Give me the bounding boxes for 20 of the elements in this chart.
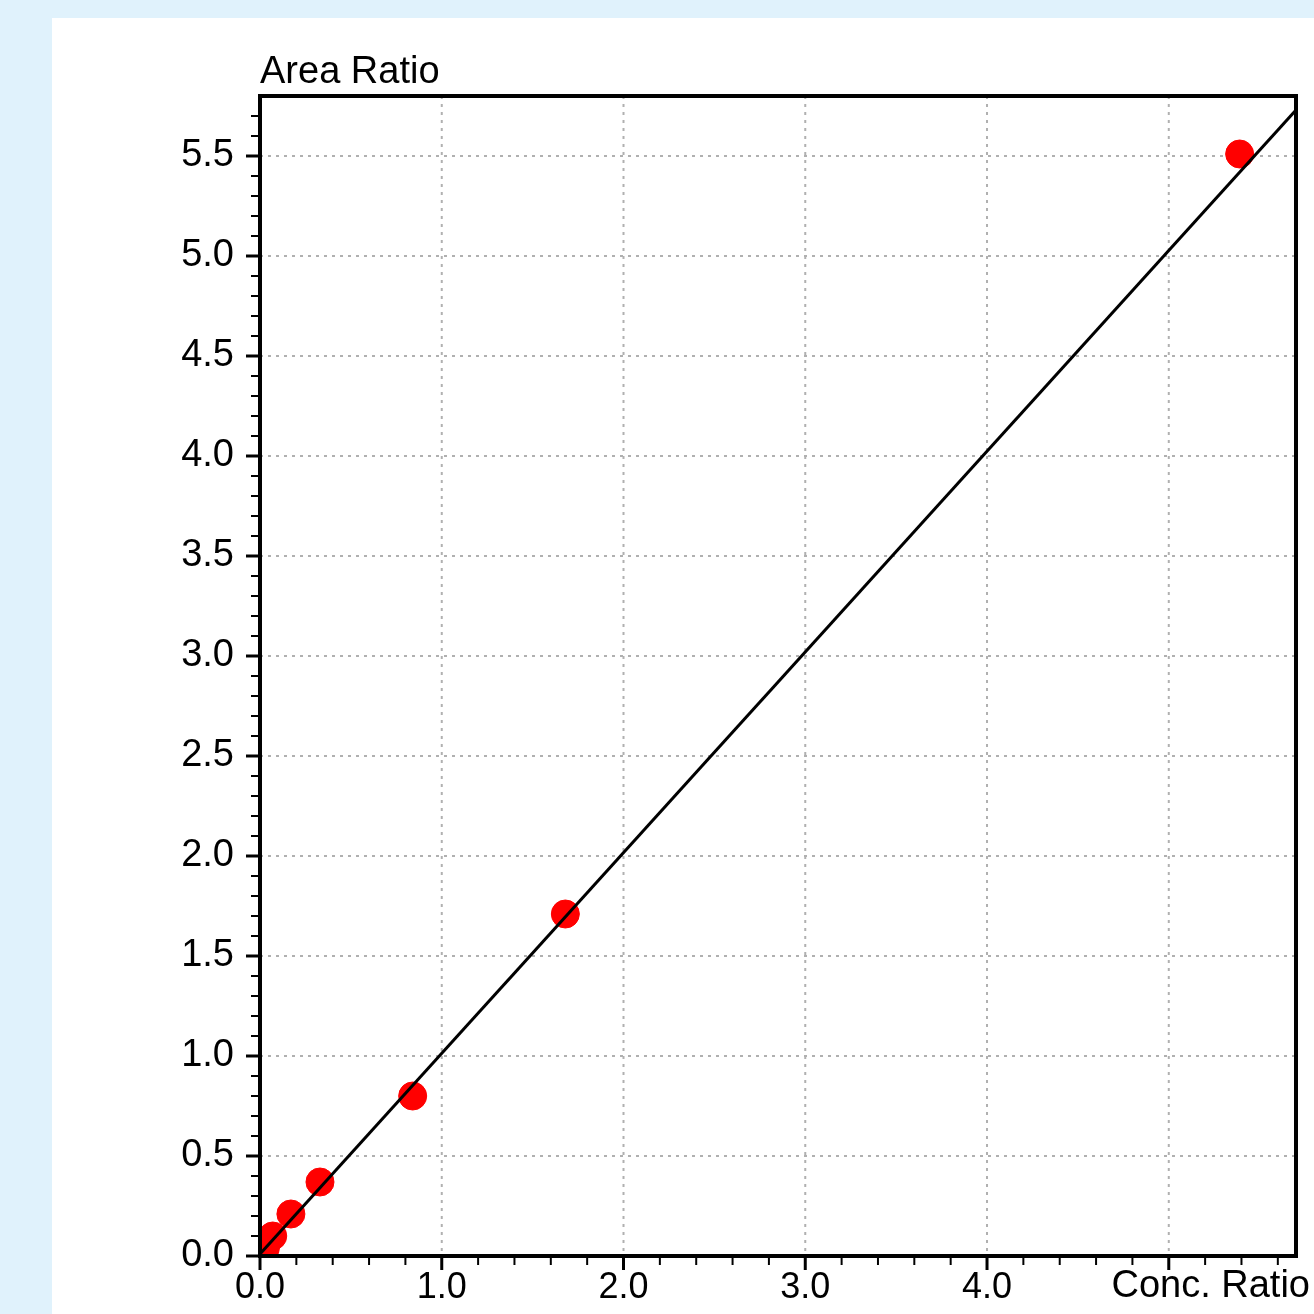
y-tick-label: 5.0 [181,232,234,275]
y-tick-label: 3.0 [181,632,234,675]
y-tick-label: 4.0 [181,432,234,475]
y-tick-label: 0.0 [181,1232,234,1275]
y-tick-label: 2.0 [181,832,234,875]
x-tick-label: 4.0 [961,1264,1013,1306]
x-tick-label: 1.0 [416,1264,467,1306]
x-tick-label: 0.0 [234,1264,286,1306]
y-tick-label: 3.5 [181,532,234,575]
y-axis-title: Area Ratio [260,49,440,92]
y-tick-label: 5.5 [181,132,234,175]
x-axis-title: Conc. Ratio [1111,1263,1310,1306]
y-tick-label: 0.5 [181,1132,234,1175]
x-tick-label: 2.0 [598,1264,649,1306]
y-tick-label: 2.5 [181,732,234,775]
y-tick-label: 4.5 [181,332,234,375]
y-tick-label: 1.5 [181,932,234,975]
y-tick-label: 1.0 [181,1032,234,1075]
x-tick-label: 3.0 [780,1264,831,1306]
point [1225,139,1255,169]
